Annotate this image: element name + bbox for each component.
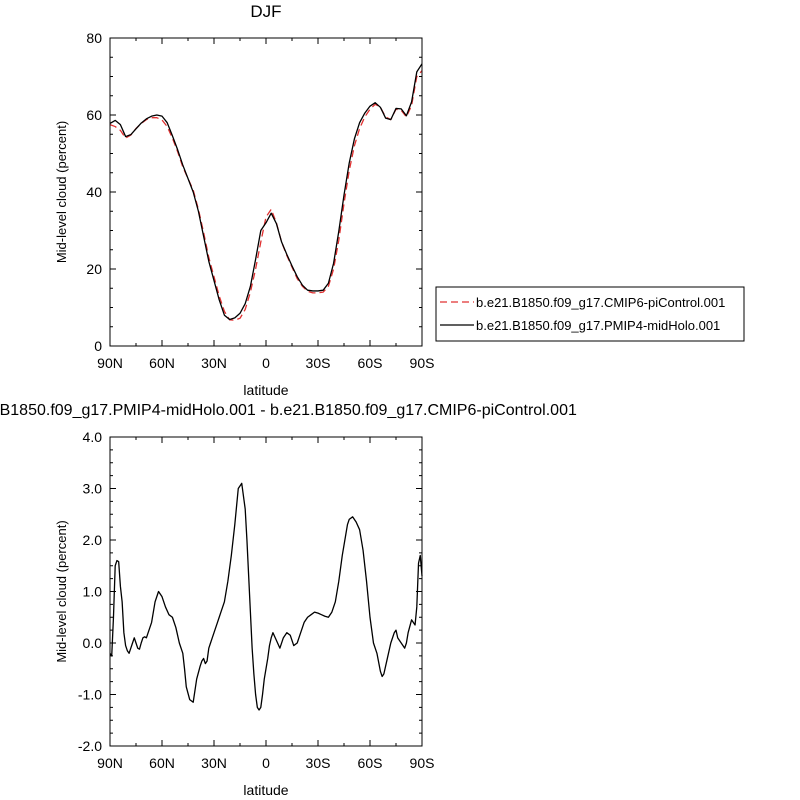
x-tick-label: 30N [201,355,227,371]
x-tick-label: 30S [306,755,331,771]
x-tick-label: 30N [201,755,227,771]
y-tick-label: 40 [86,184,102,200]
y-axis-label: Mid-level cloud (percent) [54,121,69,263]
x-tick-label: 0 [262,355,270,371]
y-tick-label: -1.0 [78,687,102,703]
y-tick-label: 80 [86,30,102,46]
x-tick-label: 90S [410,355,435,371]
y-tick-label: 60 [86,107,102,123]
series-line-1 [109,482,423,711]
series-line-1 [109,70,423,321]
chart-title: b.e21.B1850.f09_g17.PMIP4-midHolo.001 - … [0,402,577,419]
chart-title: DJF [250,2,281,21]
x-tick-label: 60S [358,755,383,771]
x-tick-label: 60N [149,755,175,771]
y-tick-label: 20 [86,261,102,277]
chart-panel-2: b.e21.B1850.f09_g17.PMIP4-midHolo.001 - … [0,402,577,798]
y-tick-label: 3.0 [83,481,103,497]
x-axis-label: latitude [243,782,288,798]
x-tick-label: 0 [262,755,270,771]
y-tick-label: 4.0 [83,429,103,445]
x-axis-label: latitude [243,382,288,398]
y-tick-label: 0.0 [83,635,103,651]
series-line-2 [109,63,423,321]
x-tick-label: 60N [149,355,175,371]
legend-label-1: b.e21.B1850.f09_g17.CMIP6-piControl.001 [476,295,725,310]
y-tick-label: 2.0 [83,532,103,548]
chart-panel-1: DJF 90N 60N 30N 0 30S 60S 90S 0 20 40 60 80 latitude M… [54,2,745,398]
y-tick-label: 0 [94,338,102,354]
legend-box [435,286,745,342]
plot-frame [109,436,423,747]
x-tick-label: 60S [358,355,383,371]
y-axis-label: Mid-level cloud (percent) [54,520,69,662]
y-tick-label: 1.0 [83,584,103,600]
plot-frame [109,37,423,347]
x-tick-label: 90N [97,355,123,371]
x-tick-label: 90S [410,755,435,771]
x-tick-label: 30S [306,355,331,371]
legend-label-2: b.e21.B1850.f09_g17.PMIP4-midHolo.001 [476,318,720,333]
y-tick-label: -2.0 [78,738,102,754]
x-tick-label: 90N [97,755,123,771]
legend: b.e21.B1850.f09_g17.CMIP6-piControl.001b… [435,286,745,342]
